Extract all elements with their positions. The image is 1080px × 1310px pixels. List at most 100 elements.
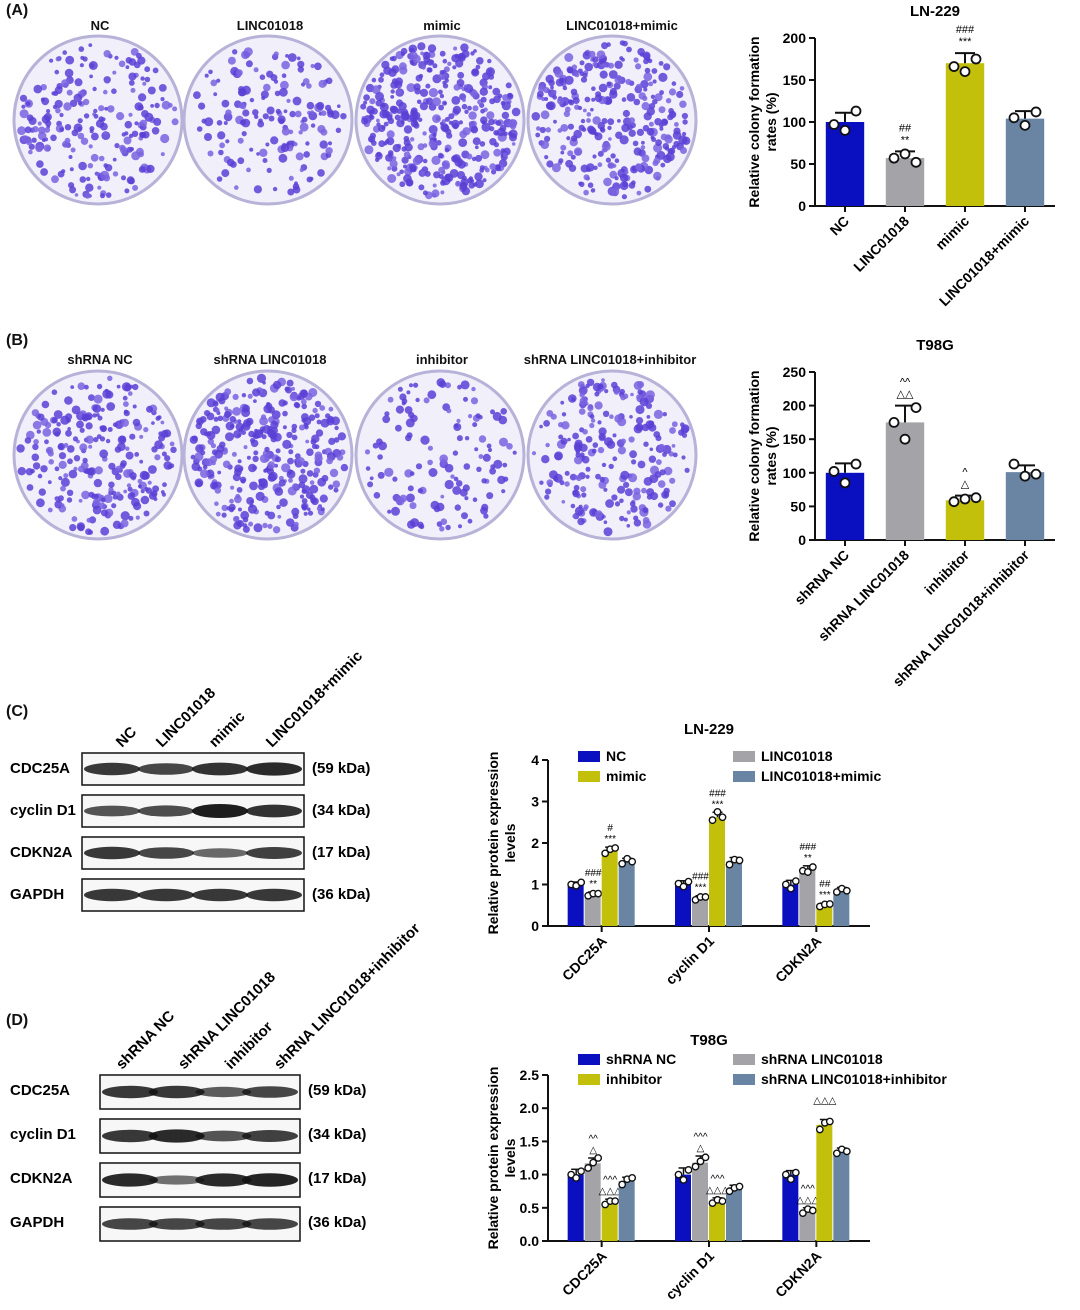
colony [392, 156, 397, 161]
colony [194, 478, 204, 488]
data-point [948, 61, 960, 72]
colony [403, 125, 413, 134]
colony [624, 170, 629, 175]
colony [474, 145, 479, 150]
colony [66, 497, 73, 503]
colony [472, 422, 478, 428]
colony [253, 67, 259, 73]
colony [120, 519, 129, 528]
colony [640, 145, 646, 150]
colony [36, 160, 44, 168]
colony [633, 57, 639, 63]
data-point [601, 849, 610, 858]
colony [270, 136, 279, 145]
data-point [798, 1209, 807, 1218]
colony [473, 49, 477, 53]
colony [247, 504, 258, 514]
colony [325, 147, 333, 155]
colony [231, 507, 235, 511]
colony [413, 122, 420, 129]
colony [628, 182, 636, 189]
colony [69, 167, 74, 172]
colony [592, 56, 599, 63]
colony [480, 150, 490, 160]
colony [672, 131, 682, 140]
y-tick-label: 0 [531, 918, 539, 934]
colony [476, 466, 482, 472]
colony [594, 132, 599, 137]
colony [493, 148, 502, 157]
colony [417, 143, 425, 151]
colony [391, 65, 400, 74]
colony [486, 111, 495, 120]
colony [104, 106, 108, 111]
colony [608, 62, 614, 69]
colony [471, 386, 476, 392]
colony [141, 471, 150, 480]
blot-c-band [84, 762, 140, 776]
colony [252, 455, 259, 463]
colony [19, 109, 29, 119]
blot-d-kda-label: (17 kDa) [308, 1170, 366, 1187]
colony [452, 122, 459, 130]
colony [303, 511, 308, 516]
colony [439, 50, 446, 57]
colony [215, 511, 221, 517]
colony [103, 131, 108, 136]
colony [605, 499, 614, 508]
colony [602, 410, 610, 417]
colony [67, 458, 73, 465]
colony [103, 163, 108, 168]
colony [451, 155, 459, 163]
colony [461, 512, 468, 520]
colony [67, 427, 71, 431]
colony [614, 176, 619, 181]
colony [221, 99, 230, 108]
colony [51, 389, 58, 396]
y-tick-label: 1.0 [520, 1167, 540, 1183]
bar [799, 869, 816, 926]
colony [389, 105, 397, 113]
blot-c-kda-label: (59 kDa) [312, 760, 370, 777]
colony [229, 498, 234, 504]
colony [592, 442, 599, 448]
colony [103, 50, 111, 58]
colony [474, 447, 479, 452]
data-point [832, 1149, 841, 1158]
colony [298, 474, 308, 484]
colony [386, 130, 395, 139]
colony [495, 120, 502, 126]
colony [572, 514, 577, 519]
colony [280, 80, 289, 90]
colony [210, 79, 218, 87]
colony [407, 485, 414, 492]
blot-c-band [138, 763, 194, 775]
data-point [679, 1176, 688, 1184]
colony [635, 163, 642, 170]
data-point [910, 402, 922, 414]
colony [500, 408, 508, 415]
colony [97, 415, 103, 421]
colony [32, 126, 39, 133]
colony [562, 85, 568, 91]
colony [589, 422, 595, 429]
colony [270, 420, 279, 430]
colony [227, 56, 236, 65]
colony [295, 152, 304, 161]
colony [238, 427, 244, 433]
colony [394, 114, 401, 121]
legend-swatch [578, 751, 600, 762]
colony [200, 469, 209, 478]
colony [412, 156, 422, 166]
colony [312, 407, 318, 414]
colony [93, 478, 103, 488]
colony [471, 68, 480, 77]
colony [470, 51, 475, 56]
panel-d-label: (D) [6, 1012, 29, 1029]
colony [546, 160, 554, 168]
colony [663, 63, 671, 71]
colony [658, 443, 666, 452]
colony [68, 182, 75, 189]
colony [70, 385, 75, 389]
colony [258, 478, 268, 487]
